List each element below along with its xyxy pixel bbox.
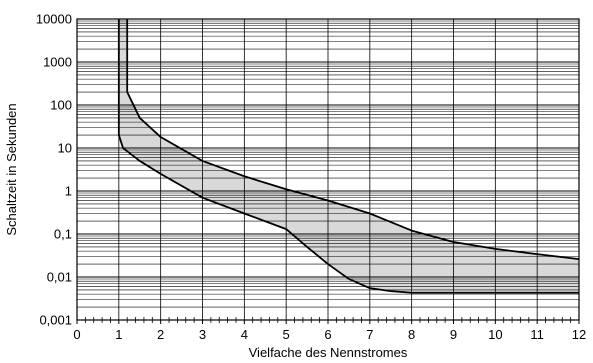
trip-curve-upper — [126, 19, 580, 261]
x-tick-label: 2 — [157, 327, 164, 342]
plot-frame — [76, 18, 580, 321]
x-tick-label: 12 — [572, 327, 586, 342]
y-tick-label: 1 — [65, 184, 72, 199]
y-tick-label: 100 — [50, 98, 72, 113]
tolerance-band — [118, 19, 579, 293]
x-tick-label: 6 — [324, 327, 331, 342]
tolerance-band-area — [118, 19, 579, 293]
trip-curve-lower — [117, 19, 579, 294]
x-tick-label: 0 — [73, 327, 80, 342]
x-tick-label: 11 — [530, 327, 544, 342]
y-tick-label: 0,1 — [54, 227, 72, 242]
y-axis-ticks: 0,001 0,01 0,1 1 10 100 1000 10000 — [36, 12, 72, 328]
y-tick-label: 10000 — [36, 12, 72, 27]
y-tick-label: 0,001 — [39, 313, 72, 328]
curves — [117, 19, 580, 294]
x-tick-label: 4 — [241, 327, 248, 342]
x-tick-label: 5 — [283, 327, 290, 342]
y-axis-title: Schaltzeit in Sekunden — [4, 103, 19, 235]
x-tick-label: 8 — [408, 327, 415, 342]
y-tick-label: 0,01 — [47, 270, 72, 285]
x-axis-title: Vielfache des Nennstromes — [249, 345, 408, 360]
x-tick-label: 1 — [115, 327, 122, 342]
y-tick-label: 1000 — [43, 55, 72, 70]
x-tick-label: 7 — [366, 327, 373, 342]
y-tick-label: 10 — [58, 141, 72, 156]
x-tick-label: 10 — [488, 327, 502, 342]
x-tick-label: 3 — [199, 327, 206, 342]
x-axis-ticks: 0 1 2 3 4 5 6 7 8 9 10 11 12 — [73, 317, 586, 342]
x-tick-label: 9 — [450, 327, 457, 342]
